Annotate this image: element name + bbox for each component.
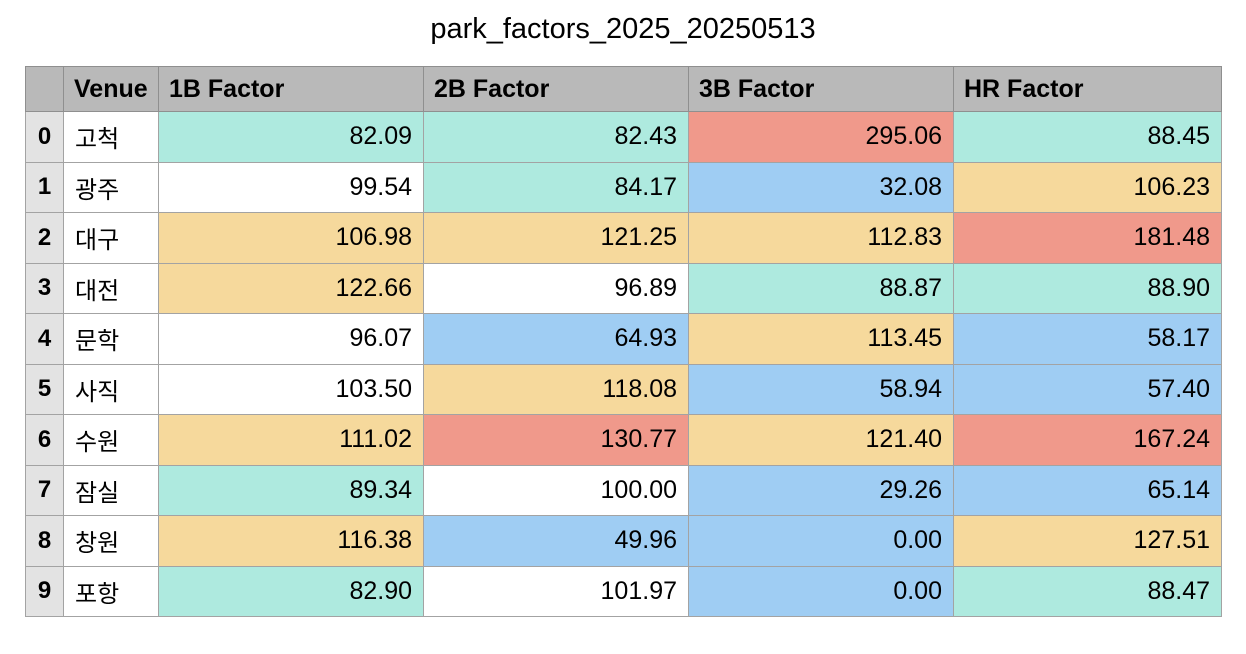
row-index: 6: [25, 414, 64, 466]
row-index: 3: [25, 262, 64, 314]
page-title: park_factors_2025_20250513: [430, 13, 816, 45]
venue-cell: 대전: [63, 262, 159, 314]
factor-cell: 32.08: [688, 161, 954, 213]
park-factors-figure: park_factors_2025_20250513 Venue 1B Facto…: [0, 14, 1246, 617]
venue-cell: 잠실: [63, 464, 159, 516]
factor-cell: 57.40: [953, 363, 1222, 415]
column-header-venue: Venue: [63, 66, 159, 112]
factor-cell: 96.07: [158, 313, 424, 365]
factor-cell: 167.24: [953, 414, 1222, 466]
column-header-3b-factor: 3B Factor: [688, 66, 954, 112]
factor-cell: 103.50: [158, 363, 424, 415]
factor-cell: 58.17: [953, 313, 1222, 365]
index-column-header: [25, 66, 64, 112]
row-index: 4: [25, 313, 64, 365]
factor-cell: 121.40: [688, 414, 954, 466]
factor-cell: 130.77: [423, 414, 689, 466]
table-row: 1 광주 99.54 84.17 32.08 106.23: [25, 161, 1222, 213]
factor-cell: 84.17: [423, 161, 689, 213]
row-index: 2: [25, 212, 64, 264]
factor-cell: 88.87: [688, 262, 954, 314]
venue-cell: 창원: [63, 515, 159, 567]
factor-cell: 121.25: [423, 212, 689, 264]
factor-cell: 116.38: [158, 515, 424, 567]
factor-cell: 106.23: [953, 161, 1222, 213]
table-row: 3 대전 122.66 96.89 88.87 88.90: [25, 262, 1222, 314]
venue-cell: 고척: [63, 111, 159, 163]
factor-cell: 88.47: [953, 565, 1222, 617]
table-row: 8 창원 116.38 49.96 0.00 127.51: [25, 515, 1222, 567]
row-index: 0: [25, 111, 64, 163]
table-row: 0 고척 82.09 82.43 295.06 88.45: [25, 111, 1222, 163]
factor-cell: 96.89: [423, 262, 689, 314]
factor-cell: 49.96: [423, 515, 689, 567]
factor-cell: 181.48: [953, 212, 1222, 264]
factor-cell: 106.98: [158, 212, 424, 264]
factor-cell: 82.90: [158, 565, 424, 617]
table-row: 9 포항 82.90 101.97 0.00 88.47: [25, 565, 1222, 617]
factor-cell: 0.00: [688, 565, 954, 617]
venue-cell: 사직: [63, 363, 159, 415]
row-index: 5: [25, 363, 64, 415]
row-index: 1: [25, 161, 64, 213]
row-index: 9: [25, 565, 64, 617]
venue-cell: 광주: [63, 161, 159, 213]
factor-cell: 111.02: [158, 414, 424, 466]
factor-cell: 127.51: [953, 515, 1222, 567]
table-row: 2 대구 106.98 121.25 112.83 181.48: [25, 212, 1222, 264]
park-factors-table: Venue 1B Factor 2B Factor 3B Factor HR Facto…: [25, 66, 1222, 617]
table-row: 4 문학 96.07 64.93 113.45 58.17: [25, 313, 1222, 365]
factor-cell: 113.45: [688, 313, 954, 365]
venue-cell: 대구: [63, 212, 159, 264]
row-index: 8: [25, 515, 64, 567]
header-row: Venue 1B Factor 2B Factor 3B Factor HR Facto…: [25, 66, 1222, 112]
venue-cell: 문학: [63, 313, 159, 365]
factor-cell: 0.00: [688, 515, 954, 567]
factor-cell: 29.26: [688, 464, 954, 516]
venue-cell: 수원: [63, 414, 159, 466]
factor-cell: 295.06: [688, 111, 954, 163]
factor-cell: 99.54: [158, 161, 424, 213]
factor-cell: 64.93: [423, 313, 689, 365]
column-header-1b-factor: 1B Factor: [158, 66, 424, 112]
factor-cell: 112.83: [688, 212, 954, 264]
factor-cell: 82.09: [158, 111, 424, 163]
venue-cell: 포항: [63, 565, 159, 617]
factor-cell: 100.00: [423, 464, 689, 516]
factor-cell: 65.14: [953, 464, 1222, 516]
table-row: 5 사직 103.50 118.08 58.94 57.40: [25, 363, 1222, 415]
table-row: 7 잠실 89.34 100.00 29.26 65.14: [25, 464, 1222, 516]
row-index: 7: [25, 464, 64, 516]
table-row: 6 수원 111.02 130.77 121.40 167.24: [25, 414, 1222, 466]
factor-cell: 122.66: [158, 262, 424, 314]
factor-cell: 118.08: [423, 363, 689, 415]
factor-cell: 88.45: [953, 111, 1222, 163]
column-header-hr-factor: HR Factor: [953, 66, 1222, 112]
factor-cell: 82.43: [423, 111, 689, 163]
factor-cell: 101.97: [423, 565, 689, 617]
factor-cell: 88.90: [953, 262, 1222, 314]
column-header-2b-factor: 2B Factor: [423, 66, 689, 112]
factor-cell: 89.34: [158, 464, 424, 516]
factor-cell: 58.94: [688, 363, 954, 415]
